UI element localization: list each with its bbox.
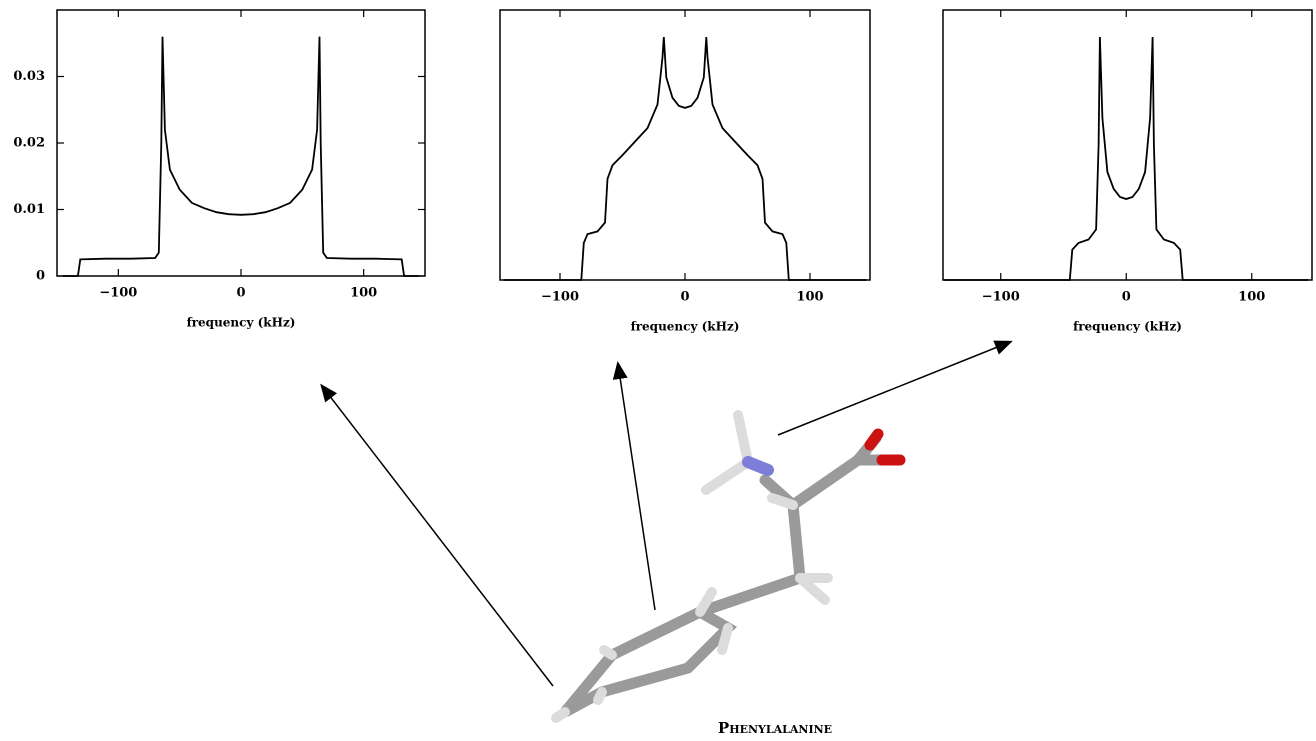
x-axis-label: frequency (kHz) [631, 320, 740, 334]
x-tick-label: −100 [99, 286, 137, 301]
x-tick-label: 0 [680, 290, 689, 305]
x-tick-label: −100 [982, 290, 1020, 305]
plot-frame [942, 9, 1313, 281]
plot-frame [499, 9, 871, 281]
x-tick-label: 0 [1122, 290, 1131, 305]
arrows [320, 340, 1013, 687]
x-axis-label: frequency (kHz) [187, 316, 296, 330]
arrow [612, 361, 656, 611]
x-tick-label: 0 [236, 286, 245, 301]
x-tick-label: 100 [350, 286, 377, 301]
y-tick-label: 0.03 [13, 69, 45, 84]
caption: Phenylalanine [718, 719, 832, 737]
y-tick-label: 0 [36, 269, 45, 284]
arrow [777, 340, 1013, 436]
x-axis-label: frequency (kHz) [1073, 320, 1182, 334]
spectrum-line [503, 36, 867, 281]
x-tick-label: −100 [541, 290, 579, 305]
spectrum-line [63, 36, 419, 277]
x-tick-label: 100 [1238, 290, 1265, 305]
y-tick-label: 0.01 [13, 202, 45, 217]
molecule [551, 410, 906, 723]
arrow [320, 383, 554, 687]
x-tick-label: 100 [796, 290, 823, 305]
plot-frame [56, 9, 426, 277]
spectrum-line [944, 36, 1309, 281]
y-tick-label: 0.02 [13, 136, 45, 151]
